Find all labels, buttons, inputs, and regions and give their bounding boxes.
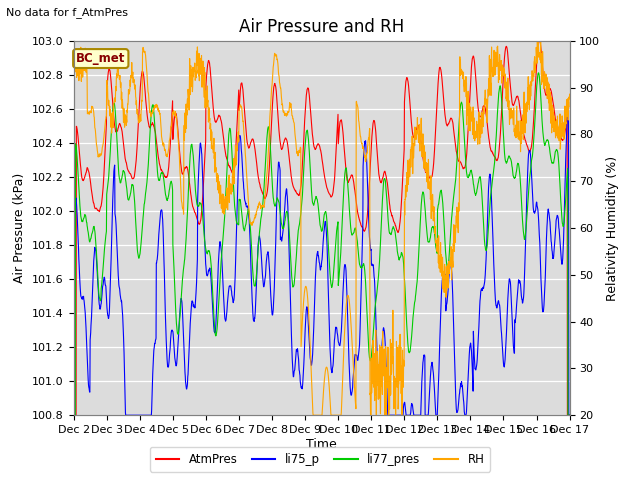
Legend: AtmPres, li75_p, li77_pres, RH: AtmPres, li75_p, li77_pres, RH bbox=[150, 447, 490, 472]
Text: BC_met: BC_met bbox=[76, 52, 125, 65]
Title: Air Pressure and RH: Air Pressure and RH bbox=[239, 18, 404, 36]
X-axis label: Time: Time bbox=[306, 438, 337, 451]
Y-axis label: Air Pressure (kPa): Air Pressure (kPa) bbox=[13, 173, 26, 283]
Text: No data for f_AtmPres: No data for f_AtmPres bbox=[6, 7, 129, 18]
Y-axis label: Relativity Humidity (%): Relativity Humidity (%) bbox=[606, 156, 619, 300]
